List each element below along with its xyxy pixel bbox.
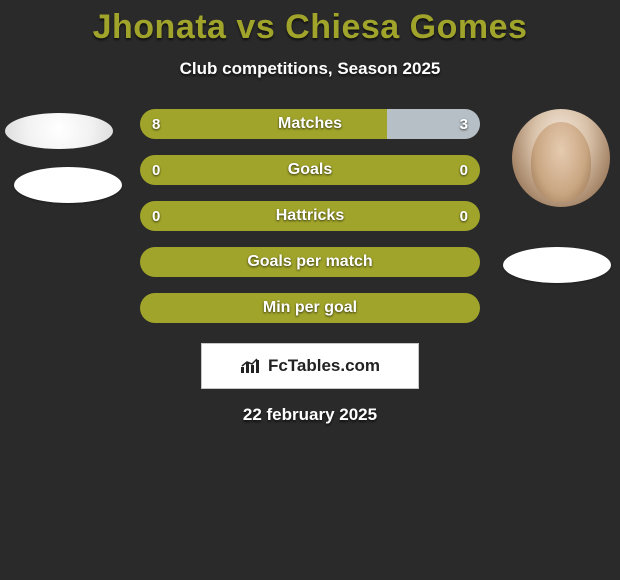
player-right-column <box>506 109 616 283</box>
brand-chart-icon <box>240 357 262 375</box>
brand-box: FcTables.com <box>201 343 419 389</box>
stat-bar-right-segment: 0 <box>310 201 480 231</box>
stat-bar-left-value: 0 <box>152 208 160 225</box>
comparison-bars: 83Matches00Goals00HattricksGoals per mat… <box>140 109 480 323</box>
stat-bar-left-segment: 8 <box>140 109 387 139</box>
brand-text: FcTables.com <box>268 356 380 376</box>
subtitle: Club competitions, Season 2025 <box>0 59 620 79</box>
stat-bar-right-segment <box>468 247 480 277</box>
stat-bar: 00Goals <box>140 155 480 185</box>
stat-bar: Min per goal <box>140 293 480 323</box>
stat-bar-right-value: 0 <box>460 208 468 225</box>
stat-bar-right-value: 3 <box>460 116 468 133</box>
player-right-avatar <box>512 109 610 207</box>
stat-bar-left-segment <box>140 293 468 323</box>
stat-bar-right-segment <box>468 293 480 323</box>
player-right-badge-disc <box>503 247 611 283</box>
stat-bar-right-segment: 0 <box>310 155 480 185</box>
stat-bar: Goals per match <box>140 247 480 277</box>
stat-bar: 83Matches <box>140 109 480 139</box>
stat-bar-left-segment: 0 <box>140 155 310 185</box>
stat-bar-left-value: 8 <box>152 116 160 133</box>
player-left-column <box>4 109 114 203</box>
date-text: 22 february 2025 <box>0 405 620 425</box>
stat-bar-right-value: 0 <box>460 162 468 179</box>
player-right-face <box>531 122 591 202</box>
stat-bar: 00Hattricks <box>140 201 480 231</box>
player-left-avatar <box>5 113 113 149</box>
stat-bar-left-segment <box>140 247 468 277</box>
stat-bar-right-segment: 3 <box>387 109 480 139</box>
page-title: Jhonata vs Chiesa Gomes <box>0 0 620 47</box>
stat-bar-left-segment: 0 <box>140 201 310 231</box>
comparison-content: 83Matches00Goals00HattricksGoals per mat… <box>0 109 620 425</box>
stat-bar-left-value: 0 <box>152 162 160 179</box>
player-left-badge-disc <box>14 167 122 203</box>
